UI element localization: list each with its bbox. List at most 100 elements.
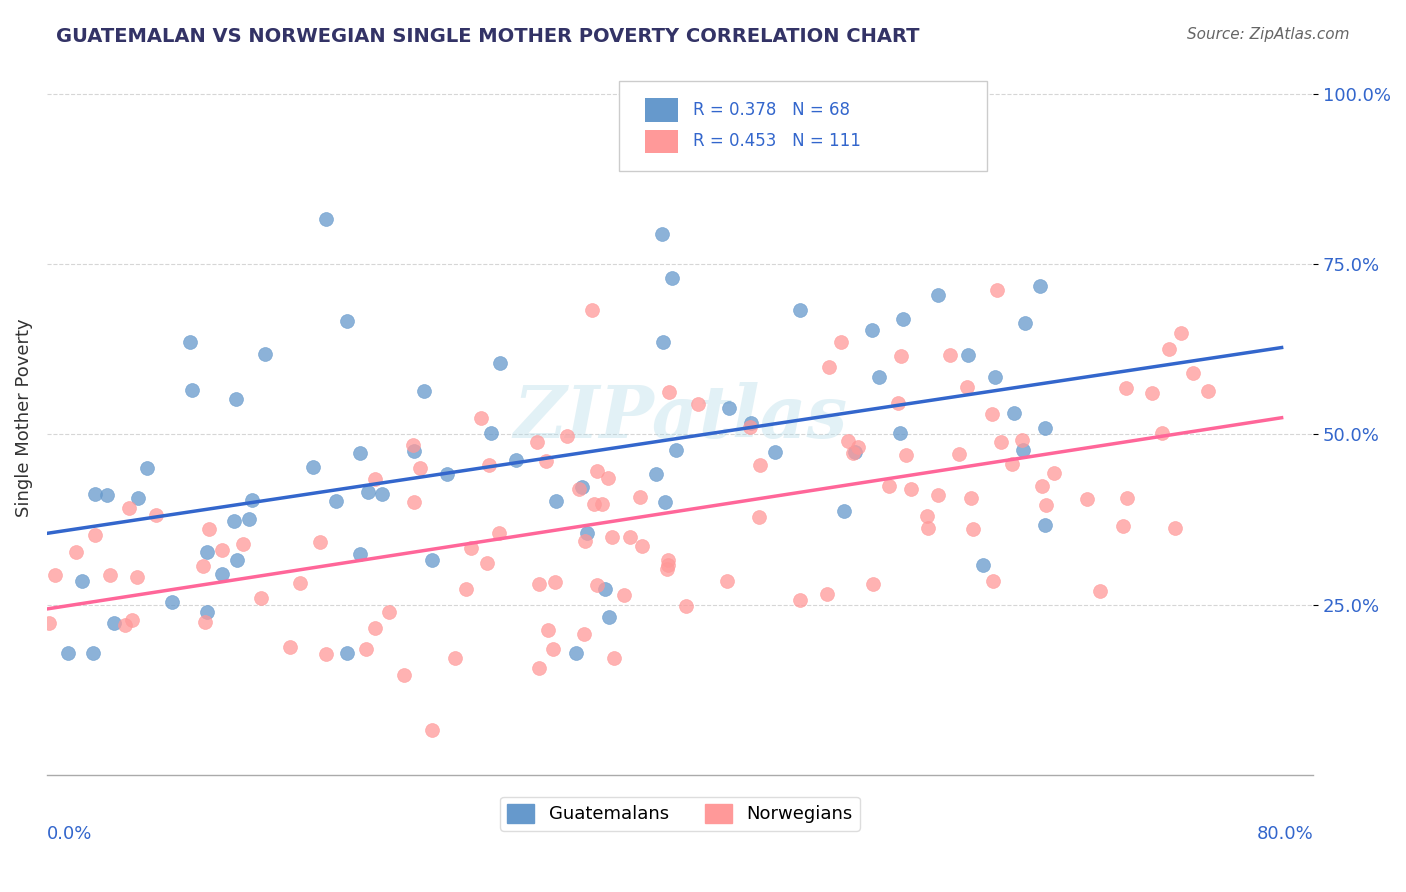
Point (818, 360, 841, 375)
Point (740, 420, 762, 434)
Point (470, 410, 492, 425)
Point (1035, 499, 1057, 513)
Point (600, 530, 623, 544)
Point (546, 494, 568, 508)
Point (658, 385, 681, 400)
Point (537, 623, 560, 637)
Point (602, 651, 624, 665)
Point (1002, 406, 1025, 420)
Point (488, 355, 510, 369)
Point (815, 586, 838, 600)
Point (887, 395, 910, 409)
Point (402, 494, 425, 508)
Point (571, 480, 593, 494)
Point (619, 529, 641, 543)
Point (118, 501, 141, 516)
Point (830, 334, 852, 349)
Point (226, 553, 249, 567)
Point (529, 660, 551, 674)
Point (837, 434, 859, 449)
Point (225, 392, 247, 406)
Point (222, 514, 245, 528)
Legend: Guatemalans, Norwegians: Guatemalans, Norwegians (501, 797, 860, 830)
Point (889, 426, 911, 441)
Point (356, 485, 378, 500)
Point (82, 646, 104, 660)
Point (651, 334, 673, 349)
Point (877, 479, 900, 493)
Point (238, 512, 260, 526)
Point (1076, 491, 1098, 506)
Point (240, 492, 263, 507)
Point (211, 566, 233, 581)
Point (1142, 386, 1164, 401)
Point (574, 534, 596, 549)
Point (862, 577, 884, 591)
Point (748, 510, 770, 524)
Point (655, 562, 678, 576)
Point (349, 547, 371, 561)
Point (654, 494, 676, 508)
Point (661, 271, 683, 285)
Point (392, 668, 415, 682)
Point (454, 582, 477, 596)
Text: ZIPatlas: ZIPatlas (513, 382, 848, 453)
Point (127, 491, 149, 506)
Point (197, 606, 219, 620)
Point (541, 641, 564, 656)
Text: 0.0%: 0.0% (46, 825, 93, 843)
Point (1043, 466, 1066, 480)
Point (98, 568, 121, 582)
Point (581, 303, 603, 318)
Point (211, 543, 233, 558)
Point (505, 453, 527, 467)
Point (1181, 366, 1204, 380)
Text: GUATEMALAN VS NORWEGIAN SINGLE MOTHER POVERTY CORRELATION CHART: GUATEMALAN VS NORWEGIAN SINGLE MOTHER PO… (56, 27, 920, 45)
Point (534, 453, 557, 467)
Point (335, 314, 357, 328)
Point (675, 599, 697, 613)
Point (990, 435, 1012, 450)
Point (665, 442, 688, 457)
Point (145, 508, 167, 523)
Point (630, 539, 652, 553)
Point (1164, 521, 1187, 535)
Point (972, 558, 994, 573)
Point (789, 593, 811, 607)
Point (986, 283, 1008, 297)
Point (890, 350, 912, 364)
Point (596, 471, 619, 485)
Point (959, 491, 981, 506)
Point (984, 370, 1007, 384)
FancyBboxPatch shape (644, 98, 678, 122)
Point (844, 445, 866, 459)
Point (315, 212, 337, 227)
Text: R = 0.453   N = 111: R = 0.453 N = 111 (693, 132, 860, 150)
Point (84, 527, 107, 541)
Point (1014, 316, 1036, 330)
Point (1150, 426, 1173, 441)
Point (114, 617, 136, 632)
Point (568, 483, 591, 497)
Point (598, 609, 620, 624)
Point (180, 383, 202, 397)
Point (917, 521, 939, 535)
Point (657, 552, 679, 566)
Point (402, 444, 425, 458)
Point (232, 537, 254, 551)
Point (956, 380, 979, 394)
Point (842, 446, 865, 460)
Point (716, 574, 738, 589)
Point (686, 397, 709, 411)
Point (981, 574, 1004, 588)
Point (1157, 343, 1180, 357)
Point (834, 504, 856, 518)
Point (478, 458, 501, 472)
Point (44, 568, 66, 582)
Point (740, 416, 762, 430)
Point (460, 541, 482, 555)
Point (595, 582, 617, 597)
Point (65, 545, 87, 559)
Point (717, 401, 740, 415)
Point (544, 574, 567, 589)
